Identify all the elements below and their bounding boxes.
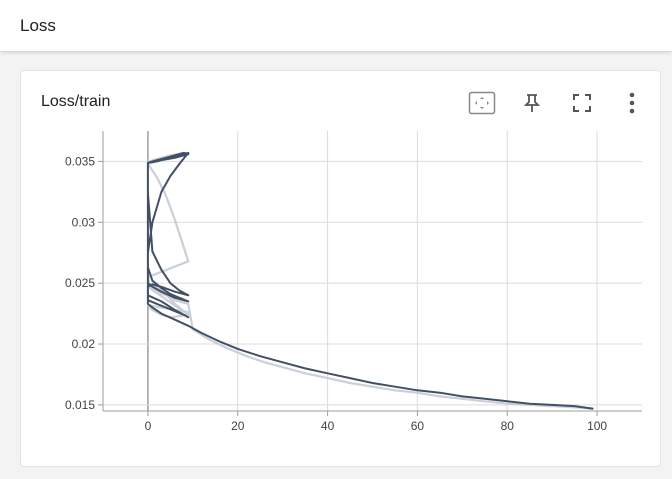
pin-icon [523,94,541,112]
fullscreen-button[interactable] [568,89,596,117]
chart-title: Loss/train [41,93,111,110]
more-vert-icon [629,92,635,114]
x-tick-label: 40 [321,419,335,433]
y-tick-label: 0.015 [65,398,95,412]
x-tick-label: 80 [501,419,515,433]
y-tick-labels: 0.015 0.02 0.025 0.03 0.035 [65,154,95,411]
y-tick-label: 0.035 [65,154,95,168]
fit-domain-button[interactable] [468,89,496,117]
loss-chart[interactable]: 0.015 0.02 0.025 0.03 0.035 0 20 40 60 80 100 [21,71,662,468]
chart-lines [146,151,594,410]
pin-button[interactable] [518,89,546,117]
x-tick-label: 100 [587,419,607,433]
raw-loss-line [146,151,594,410]
smoothed-loss-line [146,151,594,410]
section-title: Loss [20,16,56,35]
chart-card: Loss/train 0.015 0.02 0.025 0.03 0.035 0 20 40… [20,70,661,467]
y-tick-label: 0.02 [72,337,96,351]
y-tick-label: 0.025 [65,276,95,290]
section-header: Loss [0,0,672,51]
x-tick-labels: 0 20 40 60 80 100 [145,419,608,433]
x-tick-label: 60 [411,419,425,433]
chart-grid [103,131,642,411]
x-tick-label: 20 [231,419,245,433]
x-tick-label: 0 [145,419,152,433]
more-options-button[interactable] [618,89,646,117]
fit-domain-icon [468,91,496,115]
fullscreen-icon [573,94,591,112]
y-tick-label: 0.03 [72,215,96,229]
chart-axes [98,131,642,416]
